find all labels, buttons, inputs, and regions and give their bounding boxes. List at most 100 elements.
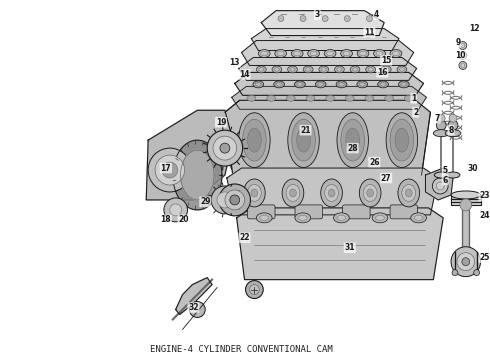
Circle shape: [219, 184, 250, 216]
Circle shape: [213, 136, 237, 160]
Circle shape: [461, 54, 465, 58]
Ellipse shape: [434, 172, 448, 178]
Text: 8: 8: [448, 126, 454, 135]
Circle shape: [225, 190, 245, 210]
Ellipse shape: [390, 50, 402, 58]
Ellipse shape: [368, 68, 373, 71]
Ellipse shape: [318, 83, 323, 86]
FancyBboxPatch shape: [390, 205, 417, 219]
Ellipse shape: [404, 95, 413, 101]
Ellipse shape: [243, 119, 266, 161]
Circle shape: [437, 114, 445, 122]
Ellipse shape: [247, 184, 261, 201]
FancyBboxPatch shape: [343, 205, 370, 219]
Polygon shape: [237, 208, 443, 280]
Ellipse shape: [337, 113, 368, 167]
Ellipse shape: [375, 215, 385, 220]
Ellipse shape: [341, 119, 365, 161]
Circle shape: [155, 155, 185, 185]
Ellipse shape: [261, 51, 268, 56]
Circle shape: [211, 186, 239, 214]
Circle shape: [461, 63, 465, 67]
Ellipse shape: [277, 51, 284, 56]
Circle shape: [460, 199, 472, 211]
Ellipse shape: [401, 83, 407, 86]
Text: 11: 11: [364, 28, 375, 37]
Ellipse shape: [357, 50, 369, 58]
Text: 17: 17: [161, 163, 171, 172]
Circle shape: [344, 15, 350, 22]
Circle shape: [436, 182, 444, 190]
Polygon shape: [242, 41, 414, 66]
Ellipse shape: [247, 128, 261, 152]
Text: 3: 3: [315, 10, 320, 19]
Text: 15: 15: [381, 56, 392, 65]
Ellipse shape: [343, 51, 350, 56]
Ellipse shape: [328, 189, 335, 197]
Ellipse shape: [253, 81, 264, 88]
Ellipse shape: [298, 215, 307, 220]
Ellipse shape: [315, 81, 326, 88]
Ellipse shape: [256, 213, 272, 223]
Ellipse shape: [276, 83, 282, 86]
Circle shape: [170, 204, 182, 216]
Text: 12: 12: [469, 24, 480, 33]
Text: 2: 2: [413, 108, 418, 117]
Text: 32: 32: [188, 303, 198, 312]
Circle shape: [462, 258, 470, 266]
Ellipse shape: [399, 68, 404, 71]
Polygon shape: [176, 278, 212, 315]
Circle shape: [245, 280, 263, 298]
Ellipse shape: [334, 213, 349, 223]
Ellipse shape: [308, 50, 319, 58]
Ellipse shape: [239, 113, 270, 167]
Circle shape: [322, 15, 328, 22]
Polygon shape: [239, 58, 416, 80]
Ellipse shape: [296, 128, 311, 152]
Ellipse shape: [345, 95, 354, 101]
Circle shape: [449, 114, 457, 122]
Ellipse shape: [306, 95, 315, 101]
Text: 13: 13: [229, 58, 240, 67]
Circle shape: [207, 130, 243, 166]
Ellipse shape: [244, 179, 265, 207]
Ellipse shape: [339, 83, 344, 86]
Circle shape: [461, 44, 465, 48]
Polygon shape: [235, 72, 423, 95]
Text: 21: 21: [300, 126, 311, 135]
Ellipse shape: [337, 215, 346, 220]
Text: 1: 1: [411, 94, 416, 103]
Circle shape: [459, 62, 467, 69]
Circle shape: [217, 192, 233, 208]
Ellipse shape: [433, 130, 449, 137]
Circle shape: [190, 302, 205, 318]
Ellipse shape: [359, 179, 381, 207]
Ellipse shape: [380, 83, 386, 86]
Ellipse shape: [321, 179, 343, 207]
Ellipse shape: [286, 95, 295, 101]
Circle shape: [452, 270, 458, 276]
Text: 16: 16: [377, 68, 388, 77]
Text: 27: 27: [381, 174, 392, 183]
Ellipse shape: [292, 119, 316, 161]
Ellipse shape: [446, 172, 460, 178]
Circle shape: [451, 247, 481, 276]
Ellipse shape: [260, 215, 269, 220]
Ellipse shape: [288, 113, 319, 167]
Polygon shape: [173, 140, 222, 210]
Circle shape: [249, 285, 259, 294]
Circle shape: [278, 15, 284, 22]
Circle shape: [459, 41, 467, 50]
FancyBboxPatch shape: [295, 205, 322, 219]
Ellipse shape: [294, 51, 300, 56]
Text: 26: 26: [369, 158, 380, 167]
Ellipse shape: [319, 66, 329, 73]
Ellipse shape: [325, 184, 339, 201]
Ellipse shape: [267, 95, 275, 101]
Ellipse shape: [326, 95, 335, 101]
Polygon shape: [251, 28, 399, 50]
Circle shape: [164, 198, 188, 222]
Ellipse shape: [274, 81, 285, 88]
Text: 25: 25: [479, 253, 490, 262]
Ellipse shape: [324, 50, 336, 58]
